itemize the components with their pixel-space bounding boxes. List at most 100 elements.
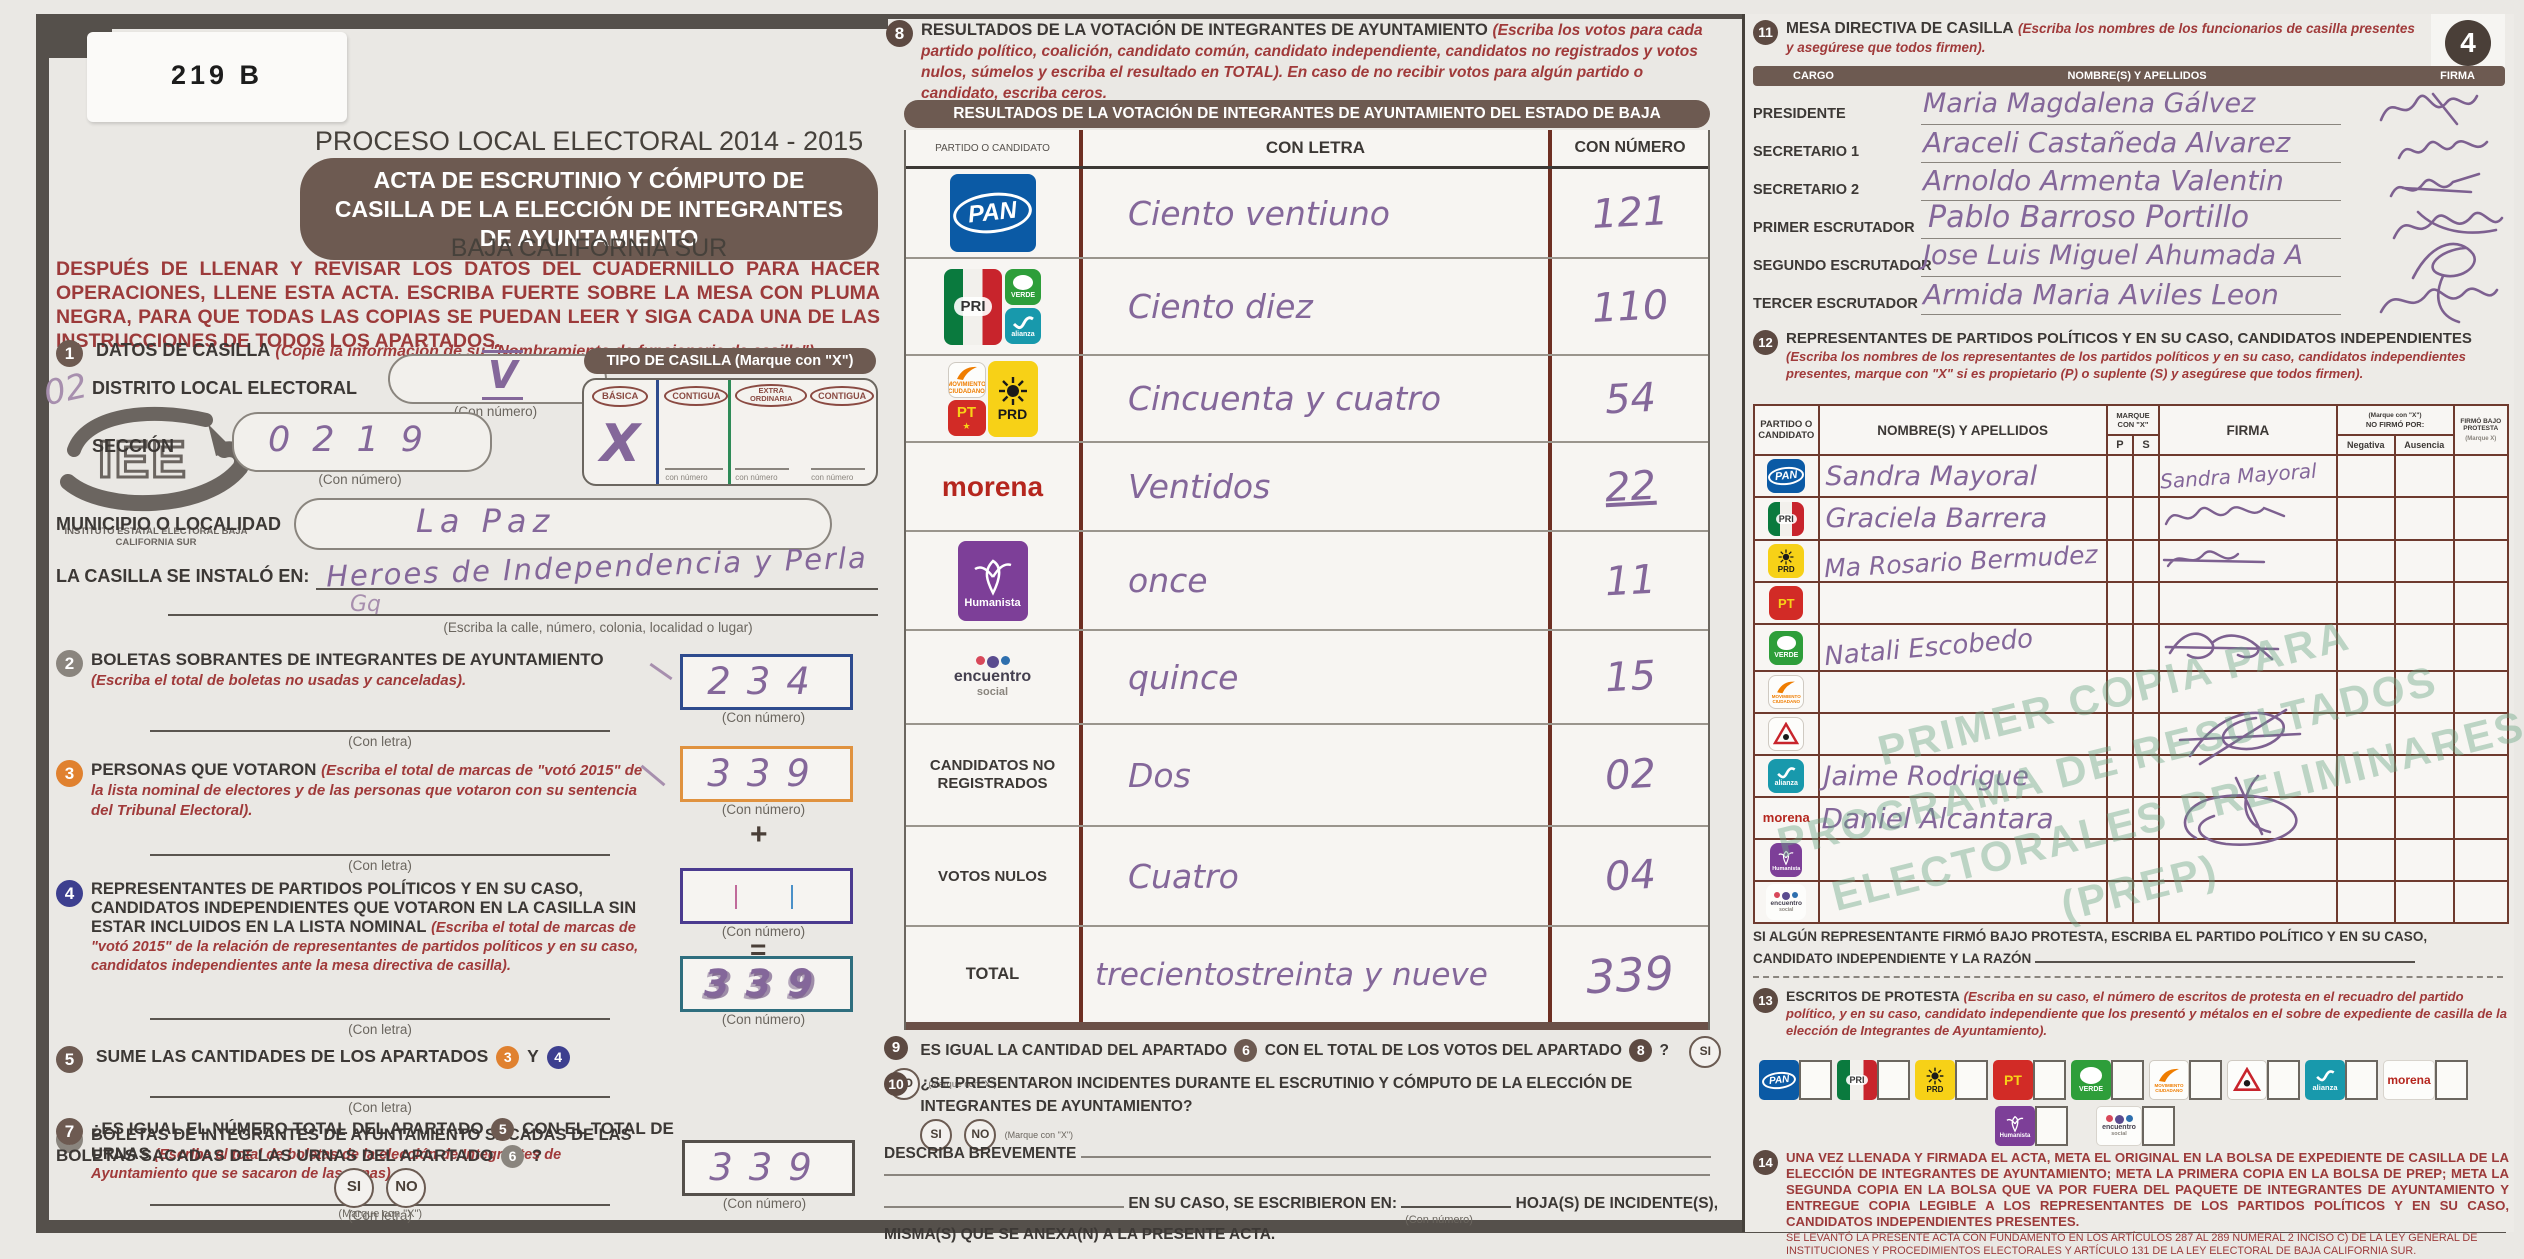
section-5-conletra-line (150, 1096, 610, 1098)
section-7-text2: CON EL TOTAL DE BOLETAS SACADAS DE LAS U… (56, 1118, 674, 1165)
reps-row-pt: PT (1753, 581, 2509, 625)
section-1-number: 1 (56, 340, 83, 367)
result-row-nulos: VOTOS NULOS Cuatro 04 (906, 825, 1708, 925)
section-12-title: REPRESENTANTES DE PARTIDOS POLÍTICOS Y E… (1786, 330, 2472, 347)
escritos-prd: PRD (1915, 1060, 1988, 1100)
ref9-apartado-6: 6 (1234, 1039, 1258, 1063)
mesa-line-1 (1921, 124, 2341, 125)
section-7-q: ? (531, 1145, 543, 1165)
cargo-secretario2: SECRETARIO 2 (1753, 182, 1860, 198)
morena-numero: 22 (1603, 462, 1657, 511)
section-4-hint: (Escriba el total de marcas de "votó 201… (91, 920, 639, 974)
escritos-prs-box (2267, 1060, 2300, 1100)
reps-morena-logo: morena (1762, 810, 1810, 825)
firma-presidente (2379, 92, 2479, 126)
reps-col-protesta-label: FIRMÓ BAJO PROTESTA (2460, 418, 2502, 432)
tipo-casilla-options: BÁSICA X CONTIGUA con número EXTRA ORDIN… (582, 378, 878, 486)
reps-prd-logo-text: PRD (1777, 564, 1795, 574)
ref-apartado-3: 3 (496, 1046, 520, 1069)
nombre-segundo-escrutador: Jose Luis Miguel Ahumada A (1923, 240, 2304, 271)
incidentes-line (884, 1192, 1124, 1208)
seccion-caption: (Con número) (318, 472, 402, 487)
protest-note-text: SI ALGÚN REPRESENTANTE FIRMÓ BAJO PROTES… (1753, 929, 2428, 966)
section-3-conletra: (Con letra) (348, 858, 412, 873)
encuentro-logo: encuentro social (943, 637, 1043, 717)
tipo-contigua-caption: con número (665, 473, 708, 482)
cnr-numero: 02 (1603, 750, 1657, 800)
reps-col-ausencia: Ausencia (2394, 434, 2455, 456)
escritos-mc-logo: MOVIMIENTO CIUDADANO (2154, 1083, 2184, 1093)
escritos-verde-box (2111, 1060, 2144, 1100)
describa-row: DESCRIBA BREVEMENTE (884, 1142, 1730, 1163)
section-10-number: 10 (884, 1072, 908, 1096)
escritos-alianza-logo: alianza (2312, 1082, 2338, 1092)
reps-humanista-logo: Humanista (1770, 843, 1803, 877)
result-row-prd-coalition: MOVIMIENTO CIUDADANO PT ★ PRD Cincuenta y… (906, 354, 1708, 441)
reps-col-party: PARTIDO O CANDIDATO (1753, 404, 1820, 456)
escritos-pan: PAN (1759, 1060, 1832, 1100)
alianza-logo: alianza (1005, 308, 1041, 344)
pri-logo-text: PRI (954, 297, 992, 316)
results-table: PARTIDO O CANDIDATO CON LETRA CON NÚMERO… (904, 130, 1710, 1030)
escritos-pri-box (1877, 1060, 1910, 1100)
tipo-contigua-line (665, 468, 724, 470)
nombre-presidente: Maria Magdalena Gálvez (1923, 88, 2256, 119)
nulos-letra: Cuatro (1128, 856, 1239, 896)
municipio-label: MUNICIPIO O LOCALIDAD (56, 514, 281, 534)
verde-logo-text: VERDE (1010, 292, 1036, 300)
describa-label: DESCRIBA BREVEMENTE (884, 1145, 1077, 1162)
section-3-conletra-line (150, 854, 610, 856)
section-2-title: BOLETAS SOBRANTES DE INTEGRANTES DE AYUN… (91, 650, 604, 669)
reps-pri-nombre: Graciela Barrera (1825, 503, 2048, 534)
escritos-alianza-box (2345, 1060, 2378, 1100)
frame-top-left (36, 16, 888, 29)
nombre-primer-escrutador: Pablo Barroso Portillo (1928, 200, 2250, 235)
mesa-line-2 (1921, 162, 2341, 163)
escritos-humanista-logo: Humanista (1999, 1133, 2031, 1139)
escritos-encuentro: encuentro social (2096, 1106, 2175, 1146)
reps-pan-firma: Sandra Mayoral (2159, 458, 2318, 494)
casilla-instalada-value: Heroes de Independencia y Perla (325, 540, 869, 594)
label-total: TOTAL (965, 965, 1020, 983)
reps-pri-logo: PRI (1768, 501, 1805, 536)
section-3-number: 3 (56, 760, 83, 787)
reps-col-firma: FIRMA (2158, 404, 2338, 456)
reps-encuentro-logo: encuentro social (1766, 884, 1807, 920)
anexa-text: MISMA(S) QUE SE ANEXA(N) A LA PRESENTE A… (884, 1226, 1276, 1243)
reps-pan-logo: PAN (1767, 459, 1806, 493)
mc-logo-text: MOVIMIENTO CIUDADANO (947, 381, 986, 395)
section-14-number: 14 (1753, 1150, 1778, 1175)
reps-prs-firma (2178, 708, 2302, 766)
municipio-field: La Paz (294, 498, 832, 550)
plus-operator: + (750, 818, 768, 851)
reps-alianza-logo-text: alianza (1774, 779, 1798, 787)
encuentro-numero: 15 (1603, 652, 1657, 702)
casilla-instalada-label: LA CASILLA SE INSTALÓ EN: (56, 566, 310, 586)
page-badge-notch: 4 (2431, 14, 2505, 74)
tipo-extraordinaria-caption: con número (735, 473, 778, 482)
firma-segundo-escrutador (2411, 242, 2476, 280)
reps-pt-logo-text: PT (1777, 595, 1795, 611)
section-3-title: PERSONAS QUE VOTARON (91, 760, 317, 779)
section-4-conletra: (Con letra) (348, 1022, 412, 1037)
hojas-count-line (1401, 1192, 1512, 1208)
escritos-mc-box (2189, 1060, 2222, 1100)
middle-column: 8 RESULTADOS DE LA VOTACIÓN DE INTEGRANT… (884, 14, 1730, 1246)
result-row-pan: PAN Ciento ventiuno 121 (906, 169, 1708, 257)
municipio-value: La Paz (416, 502, 556, 540)
tipo-basica-label: BÁSICA (592, 386, 649, 407)
section-9-text1: ES IGUAL LA CANTIDAD DEL APARTADO (920, 1042, 1228, 1059)
digit-tick-1 (735, 885, 737, 909)
section-13-header: 13 ESCRITOS DE PROTESTA (Escriba en su c… (1753, 988, 2509, 1038)
section-6-conletra-line (150, 1204, 610, 1206)
section-9-number: 9 (884, 1036, 908, 1060)
tipo-contigua2-label: CONTIGUA (810, 386, 875, 406)
reps-row-prs (1753, 708, 2509, 766)
page-badge: 4 (2445, 20, 2491, 66)
encuentro-logo-subtext: social (976, 686, 1009, 698)
section-5-conletra: (Con letra) (348, 1100, 412, 1115)
section-6-conletra: (Con letra) (348, 1208, 412, 1223)
humanista-logo-text: Humanista (964, 596, 1021, 609)
section-9-si: SI (1689, 1036, 1722, 1068)
total-letra: trecientostreinta y nueve (1095, 956, 1488, 993)
